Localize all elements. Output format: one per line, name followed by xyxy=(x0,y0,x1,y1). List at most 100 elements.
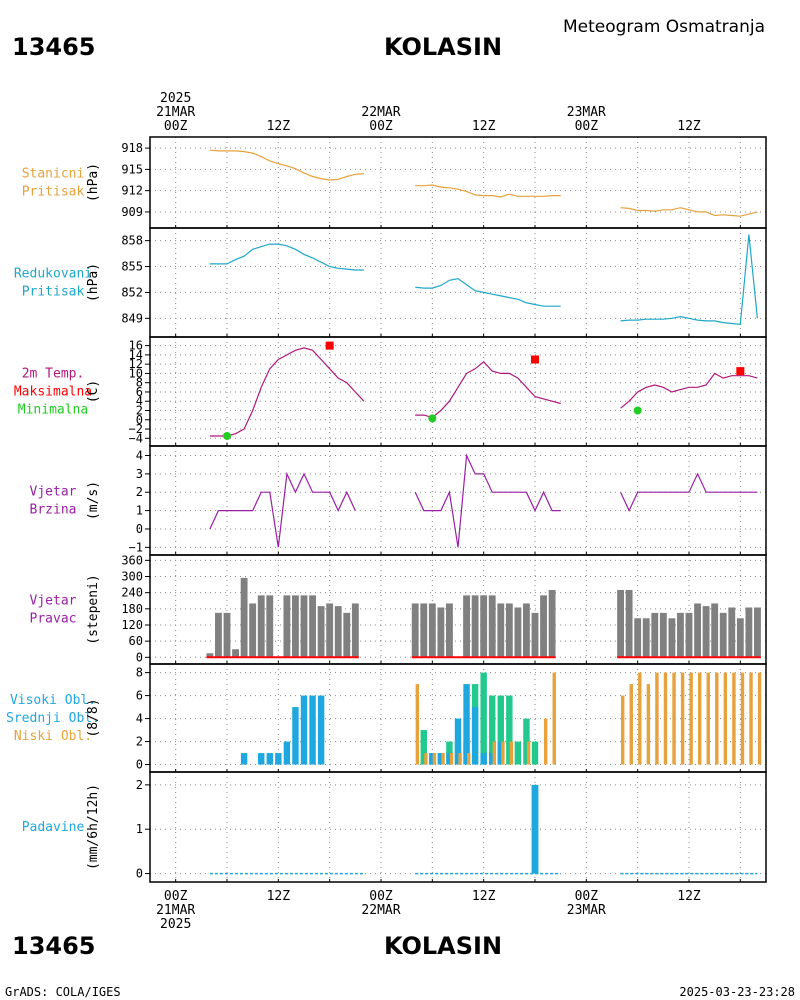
bar xyxy=(415,684,420,765)
bar xyxy=(240,753,248,765)
bar xyxy=(266,753,273,765)
bar xyxy=(326,603,334,658)
y-tick-label: 2 xyxy=(136,778,143,792)
time-label: 22MAR xyxy=(361,903,400,918)
bar xyxy=(540,595,547,658)
bar xyxy=(697,672,702,765)
bar xyxy=(497,695,504,765)
y-tick-label: 858 xyxy=(121,234,143,248)
bar xyxy=(655,672,659,765)
panel-label: Vjetar xyxy=(30,594,77,609)
bar xyxy=(740,672,745,765)
y-tick-label: 0 xyxy=(136,650,143,664)
bar xyxy=(489,695,496,765)
y-tick-label: 8 xyxy=(136,666,143,680)
bar xyxy=(745,607,753,658)
bar xyxy=(300,695,308,765)
bar xyxy=(429,753,436,765)
panel-unit: (mm/6h/12h) xyxy=(86,784,101,870)
bar xyxy=(651,612,659,658)
bar xyxy=(732,672,736,765)
bar xyxy=(232,649,239,658)
series-line xyxy=(620,207,758,217)
y-tick-label: 8 xyxy=(136,376,143,390)
bar xyxy=(343,612,351,658)
bar xyxy=(523,718,530,765)
bar xyxy=(480,753,487,765)
bar xyxy=(514,741,522,765)
y-tick-label: 852 xyxy=(121,285,143,299)
y-tick-label: 60 xyxy=(129,634,143,648)
bar xyxy=(531,784,539,874)
y-tick-label: 240 xyxy=(121,586,143,600)
y-tick-label: 300 xyxy=(121,570,143,584)
time-label: 12Z xyxy=(677,119,701,134)
bar xyxy=(509,741,514,765)
time-label: 00Z xyxy=(164,889,188,904)
bar xyxy=(548,589,556,658)
panel-label: Padavine xyxy=(22,820,85,835)
bar xyxy=(757,672,762,765)
panel-wind_direction: 0 60 120 180 240 300 360 Vjetar Pravac (stepeni) xyxy=(30,553,767,665)
bar xyxy=(501,741,505,765)
bar xyxy=(552,672,556,765)
panel-label: Pritisak xyxy=(22,285,85,300)
series-line xyxy=(415,184,561,198)
y-tick-label: −4 xyxy=(129,431,143,445)
y-tick-label: 1 xyxy=(136,504,143,518)
bar xyxy=(715,672,719,765)
bar xyxy=(463,684,470,765)
bar xyxy=(480,595,488,658)
panel-label: Vjetar xyxy=(30,485,77,500)
series-line xyxy=(415,360,561,419)
y-tick-label: 4 xyxy=(136,394,143,408)
series-line xyxy=(620,234,758,326)
panel-label: Pritisak xyxy=(22,185,85,200)
bar xyxy=(292,707,299,765)
time-label: 21MAR xyxy=(156,105,195,120)
bar xyxy=(411,603,419,658)
y-tick-label: 0 xyxy=(136,413,143,427)
panel-label: Brzina xyxy=(30,503,77,518)
bar xyxy=(283,595,291,658)
bar xyxy=(334,606,342,658)
panel-label: Pravac xyxy=(30,612,77,627)
y-tick-label: 3 xyxy=(136,467,143,481)
panel-station_pressure: 909 912 915 918 Stanicni Pritisak (hPa) xyxy=(22,136,767,229)
bar xyxy=(526,741,531,765)
panel-label: Redukovani xyxy=(14,267,92,282)
panel-label: Minimalna xyxy=(18,403,88,418)
bar xyxy=(463,595,470,658)
bar xyxy=(706,672,710,765)
y-tick-label: 2 xyxy=(136,735,143,749)
time-label: 00Z xyxy=(164,119,188,134)
series-line xyxy=(620,372,758,409)
bar xyxy=(215,612,222,658)
bar xyxy=(266,595,274,658)
bar xyxy=(723,672,728,765)
bar xyxy=(638,672,642,765)
bar xyxy=(249,603,257,658)
panel-unit: (hPa) xyxy=(86,163,101,202)
y-tick-label: 849 xyxy=(121,311,143,325)
bar xyxy=(454,718,462,765)
bar xyxy=(257,595,265,658)
panel-label: Visoki Obl. xyxy=(10,693,96,708)
panel-unit: (stepeni) xyxy=(86,574,101,644)
y-tick-label: 14 xyxy=(129,348,143,362)
bar xyxy=(620,695,625,765)
timestamp-text: 2025-03-23-23:28 xyxy=(679,985,795,999)
bar xyxy=(514,607,522,658)
series-line xyxy=(414,453,561,548)
y-tick-label: 6 xyxy=(136,385,143,399)
bar xyxy=(497,603,505,658)
bar xyxy=(206,653,214,658)
bar xyxy=(437,607,445,658)
bar xyxy=(317,606,325,658)
bar xyxy=(617,589,624,658)
y-tick-label: 2 xyxy=(136,403,143,417)
panel-label: Srednji Obl. xyxy=(6,711,100,726)
bar xyxy=(668,618,676,658)
